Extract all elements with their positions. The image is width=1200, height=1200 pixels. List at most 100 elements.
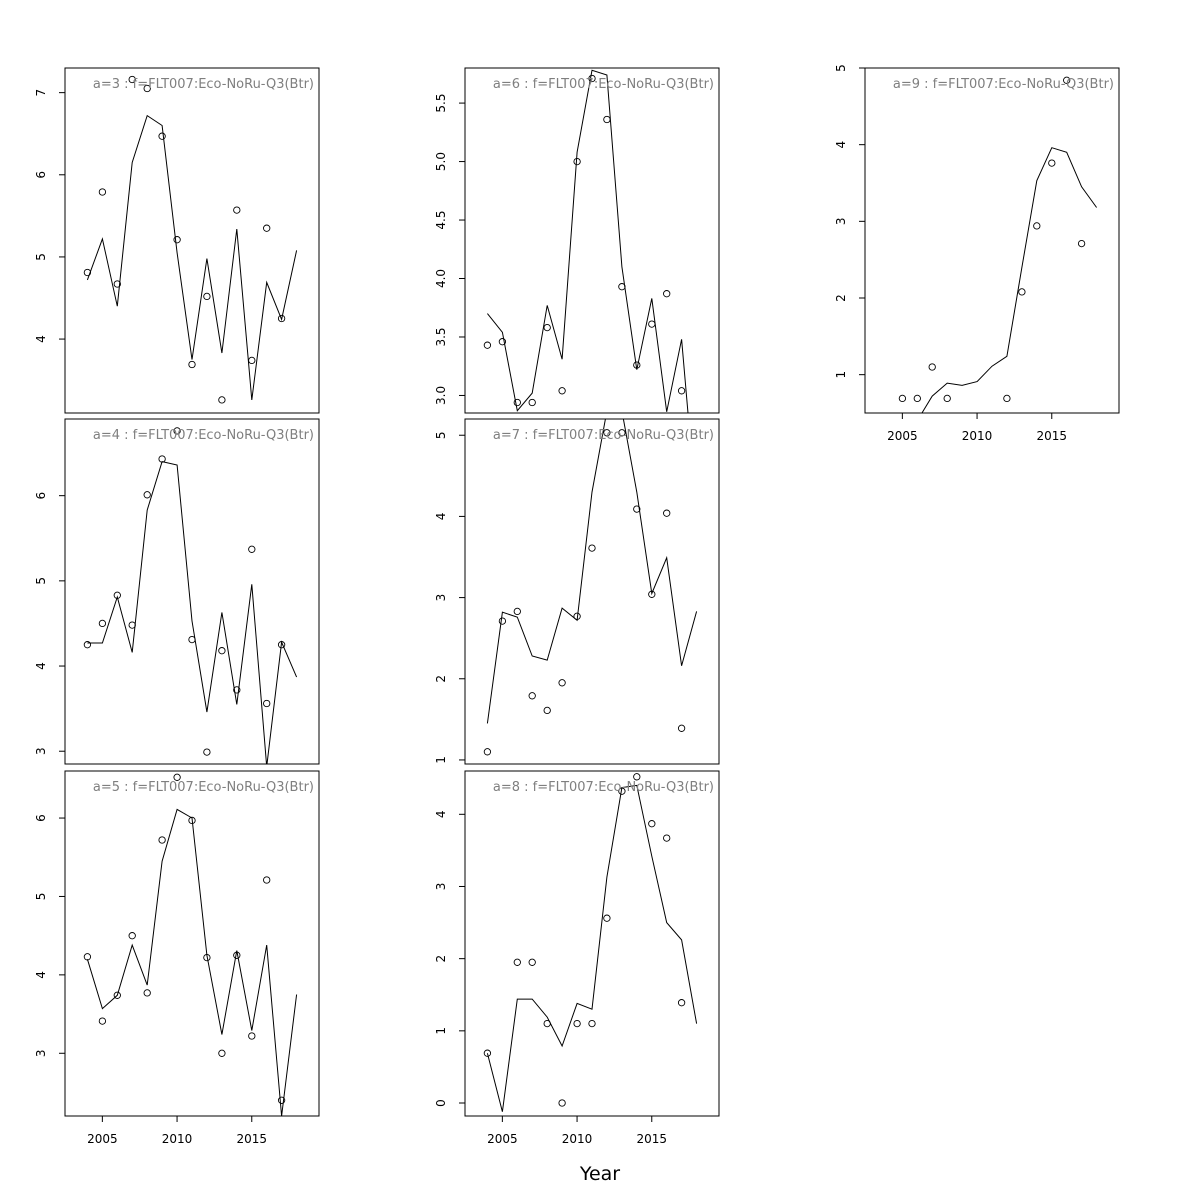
observed-point: [648, 320, 656, 328]
observed-point: [528, 398, 536, 407]
y-tick-label: 3.0: [434, 386, 448, 405]
y-tick-label: 4: [434, 810, 448, 818]
y-tick-label: 6: [34, 171, 48, 179]
observed-point: [677, 999, 686, 1007]
observed-point: [513, 958, 521, 966]
fitted-line: [86, 114, 298, 400]
observed-point: [543, 323, 551, 332]
observed-point: [573, 612, 581, 620]
plot-frame: [464, 770, 720, 1117]
observed-point: [128, 75, 136, 84]
observed-point: [218, 647, 226, 655]
observed-point: [528, 692, 536, 700]
observed-point: [618, 283, 626, 291]
x-tick-label: 2015: [636, 1132, 667, 1146]
observed-point: [233, 686, 241, 694]
observed-point: [1063, 76, 1071, 84]
x-tick-label: 2015: [236, 1132, 267, 1146]
observed-point: [173, 427, 181, 435]
observed-point: [898, 394, 907, 403]
y-tick-label: 4: [34, 335, 48, 343]
observed-point: [188, 816, 196, 825]
observed-point: [928, 363, 936, 371]
observed-point: [233, 951, 241, 959]
y-tick-label: 5: [34, 253, 48, 261]
observed-point: [588, 544, 596, 552]
y-tick-label: 6: [34, 492, 48, 500]
y-tick-label: 7: [34, 89, 48, 97]
observed-point: [1003, 394, 1011, 403]
observed-point: [263, 876, 271, 884]
y-tick-label: 1: [834, 371, 848, 379]
x-tick-label: 2005: [487, 1132, 518, 1146]
observed-point: [98, 188, 107, 196]
observed-point: [248, 1032, 256, 1040]
observed-point: [573, 157, 581, 166]
observed-point: [203, 748, 211, 756]
observed-point: [663, 834, 671, 842]
observed-point: [633, 773, 641, 781]
x-axis-title: Year: [579, 1163, 620, 1185]
observed-point: [158, 455, 166, 463]
y-tick-label: 6: [34, 814, 48, 822]
panel-title: a=9 : f=FLT007:Eco-NoRu-Q3(Btr): [893, 77, 1114, 92]
x-tick-label: 2015: [1036, 429, 1067, 443]
observed-point: [113, 280, 121, 288]
fitted-line: [487, 69, 689, 413]
y-tick-label: 4: [434, 513, 448, 521]
observed-point: [143, 989, 151, 997]
observed-point: [618, 429, 626, 437]
observed-point: [188, 635, 196, 644]
y-tick-label: 5: [434, 431, 448, 439]
y-tick-label: 2: [434, 955, 448, 963]
observed-point: [203, 953, 211, 962]
observed-point: [558, 387, 566, 395]
chart-panel: 3 4 5 6 a=4 : f=FLT007:Eco-NoRu-Q3(Btr): [34, 418, 320, 765]
observed-point: [663, 290, 671, 298]
plot-frame: [864, 67, 1120, 414]
observed-point: [218, 396, 226, 404]
observed-point: [588, 74, 596, 83]
fitted-line: [87, 461, 298, 764]
observed-point: [248, 545, 256, 553]
observed-point: [277, 641, 286, 649]
observed-point: [233, 206, 241, 214]
observed-point: [113, 591, 121, 599]
observed-point: [498, 338, 507, 346]
observed-point: [483, 1049, 492, 1057]
y-tick-label: 3: [34, 747, 48, 755]
observed-point: [677, 387, 686, 395]
x-tick-label: 2005: [887, 429, 918, 443]
plot-frame: [464, 67, 720, 414]
panel-title: a=3 : f=FLT007:Eco-NoRu-Q3(Btr): [93, 77, 314, 92]
observed-point: [588, 1019, 596, 1028]
x-tick-label: 2005: [87, 1132, 118, 1146]
fitted-line: [486, 784, 698, 1112]
observed-point: [98, 1017, 107, 1025]
panel-title: a=8 : f=FLT007:Eco-NoRu-Q3(Btr): [493, 780, 714, 795]
observed-point: [158, 132, 166, 140]
y-tick-label: 4.0: [434, 269, 448, 288]
observed-point: [677, 724, 686, 732]
observed-point: [1077, 239, 1086, 248]
y-tick-label: 5.0: [434, 152, 448, 171]
observed-point: [143, 84, 151, 93]
observed-point: [263, 699, 271, 708]
y-tick-label: 5: [34, 577, 48, 585]
observed-point: [218, 1049, 226, 1057]
observed-point: [648, 820, 656, 828]
observed-point: [498, 617, 507, 625]
observed-point: [603, 115, 611, 124]
observed-point: [98, 619, 107, 628]
observed-point: [558, 1099, 566, 1107]
panel-title: a=5 : f=FLT007:Eco-NoRu-Q3(Btr): [93, 780, 314, 795]
observed-point: [203, 292, 211, 301]
chart-panel: 3.0 3.5 4.0 4.5 5.0 5.5 a=6 : f=FLT007:Eco-NoR…: [434, 67, 720, 414]
observed-point: [188, 360, 196, 369]
observed-point: [1018, 288, 1026, 296]
y-tick-label: 4: [34, 971, 48, 979]
observed-point: [633, 505, 641, 513]
panel-title: a=4 : f=FLT007:Eco-NoRu-Q3(Btr): [93, 428, 314, 443]
chart-panel: 1 2 3 4 5 2005 2010 2015 a=9 : f=FLT007:Eco-NoRu…: [834, 64, 1120, 443]
observed-point: [128, 932, 136, 940]
